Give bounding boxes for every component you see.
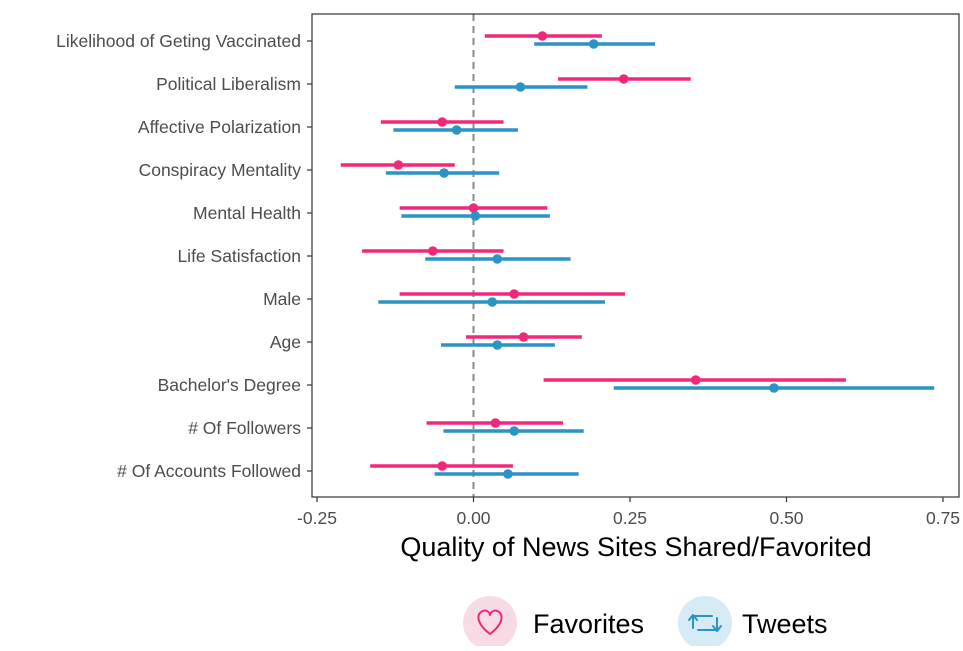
- legend-item-tweets: Tweets: [678, 596, 828, 650]
- x-tick-label: 0.75: [926, 508, 960, 528]
- y-tick-label: # Of Followers: [188, 418, 301, 438]
- point-estimate-tweets: [487, 297, 498, 307]
- y-tick-label: Conspiracy Mentality: [139, 160, 302, 180]
- point-estimate-layer: [393, 31, 779, 479]
- point-estimate-favorites: [490, 418, 501, 428]
- y-tick-label: Life Satisfaction: [177, 246, 301, 266]
- point-estimate-favorites: [428, 246, 438, 256]
- point-estimate-tweets: [492, 340, 503, 350]
- point-estimate-favorites: [437, 461, 448, 471]
- retweet-icon: [688, 614, 722, 632]
- y-tick-label: Mental Health: [193, 203, 301, 223]
- point-estimate-tweets: [439, 168, 449, 178]
- point-estimate-favorites: [518, 332, 529, 342]
- y-axis: Likelihood of Geting Vaccinated Political…: [56, 31, 312, 481]
- legend: Favorites Tweets: [463, 596, 828, 650]
- x-tick-label: -0.25: [297, 508, 337, 528]
- x-axis-label: Quality of News Sites Shared/Favorited: [400, 532, 871, 562]
- x-tick-label: 0.25: [613, 508, 647, 528]
- x-axis: -0.25 0.00 0.25 0.50 0.75: [297, 497, 960, 528]
- y-tick-label: Male: [263, 289, 301, 309]
- point-estimate-favorites: [437, 117, 448, 127]
- point-estimate-tweets: [492, 254, 503, 264]
- legend-label: Favorites: [533, 609, 644, 639]
- point-estimate-tweets: [451, 125, 462, 135]
- x-tick-label: 0.50: [769, 508, 803, 528]
- legend-label: Tweets: [742, 609, 828, 639]
- point-estimate-tweets: [769, 383, 779, 393]
- y-tick-label: Likelihood of Geting Vaccinated: [56, 31, 301, 51]
- point-estimate-favorites: [393, 160, 404, 170]
- point-estimate-favorites: [690, 375, 701, 385]
- point-estimate-favorites: [537, 31, 548, 41]
- point-estimate-favorites: [618, 74, 629, 84]
- x-tick-label: 0.00: [456, 508, 490, 528]
- y-tick-label: # Of Accounts Followed: [117, 461, 301, 481]
- point-estimate-tweets: [515, 82, 526, 92]
- legend-key-background: [463, 596, 517, 650]
- y-tick-label: Age: [270, 332, 301, 352]
- heart-icon: [477, 609, 503, 635]
- legend-key-background: [678, 596, 732, 650]
- legend-item-favorites: Favorites: [463, 596, 644, 650]
- point-estimate-tweets: [588, 39, 599, 49]
- point-estimate-favorites: [509, 289, 519, 299]
- point-estimate-tweets: [470, 211, 481, 221]
- y-tick-label: Affective Polarization: [138, 117, 301, 137]
- point-estimate-favorites: [468, 203, 479, 213]
- point-estimate-tweets: [509, 426, 519, 436]
- y-tick-label: Political Liberalism: [156, 74, 301, 94]
- point-estimate-tweets: [503, 469, 513, 479]
- y-tick-label: Bachelor's Degree: [158, 375, 301, 395]
